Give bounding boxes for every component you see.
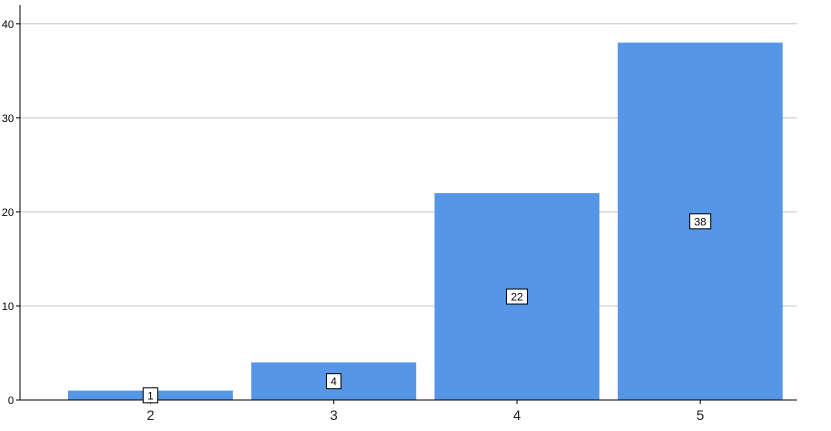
x-tick-label-3: 3 <box>330 407 338 423</box>
data-label-2: 1 <box>147 390 153 402</box>
data-label-box <box>142 387 159 404</box>
data-label-3: 4 <box>331 376 337 388</box>
data-label-4: 22 <box>511 292 523 304</box>
data-label-box <box>325 373 342 390</box>
data-label-5: 38 <box>694 216 706 228</box>
y-tick-label: 0 <box>8 395 14 407</box>
y-tick-labels: 0 10 20 30 40 <box>2 19 20 407</box>
x-tick-label-5: 5 <box>696 407 704 423</box>
x-tick-label-4: 4 <box>513 407 521 423</box>
y-tick-label: 30 <box>2 113 14 125</box>
data-labels: 1 4 22 38 <box>142 213 712 404</box>
data-label-box <box>505 288 528 305</box>
data-label-box <box>689 213 712 230</box>
y-tick-label: 20 <box>2 207 14 219</box>
x-tick-label-2: 2 <box>147 407 155 423</box>
bars-group <box>68 42 783 400</box>
y-tick-label: 40 <box>2 19 14 31</box>
x-tick-labels: 2 3 4 5 <box>147 400 704 423</box>
y-tick-label: 10 <box>2 301 14 313</box>
